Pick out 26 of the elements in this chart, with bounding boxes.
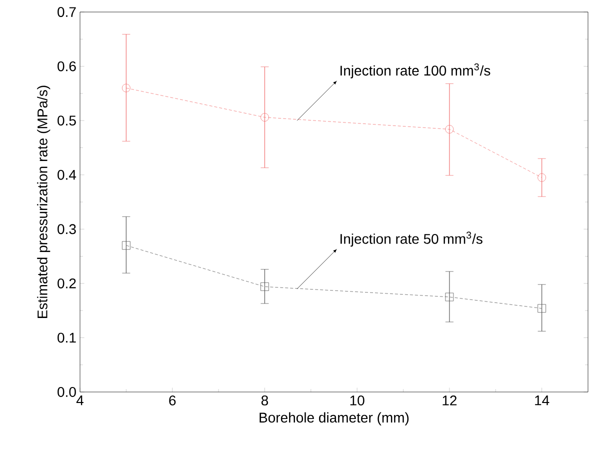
- point: [445, 125, 454, 134]
- x-tick-label: 14: [535, 396, 550, 406]
- x-tick-label: 8: [261, 396, 268, 406]
- x-tick-label: 10: [350, 396, 364, 406]
- x-axis-title: Borehole diameter (mm): [260, 412, 409, 426]
- point: [538, 173, 546, 182]
- y-tick-label: 0.4: [58, 170, 76, 180]
- annotation: Injection rate 50 mm$^{3}$/s: [340, 232, 482, 247]
- point: [445, 292, 454, 302]
- point: [122, 84, 130, 92]
- point: [122, 241, 130, 250]
- point: [260, 282, 269, 291]
- y-tick-label: 0.3: [58, 224, 76, 234]
- y-tick-label: 0.1: [58, 332, 76, 343]
- y-tick-label: 0.2: [58, 278, 76, 288]
- y-tick-label: 0.6: [58, 61, 76, 72]
- x-tick-label: 6: [169, 396, 176, 406]
- y-axis-title: Estimated pressurization rate (MPa/s): [37, 86, 50, 318]
- x-tick-label: 12: [442, 396, 457, 406]
- annotation: Injection rate 100 mm$^{3}$/s: [340, 63, 490, 78]
- y-tick-label: 0.5: [58, 116, 76, 126]
- point: [538, 304, 546, 313]
- point: [260, 113, 269, 122]
- y-tick-label: 0.0: [58, 387, 76, 397]
- x-tick-label: 4: [76, 396, 84, 406]
- y-tick-label: 0.7: [58, 7, 76, 17]
